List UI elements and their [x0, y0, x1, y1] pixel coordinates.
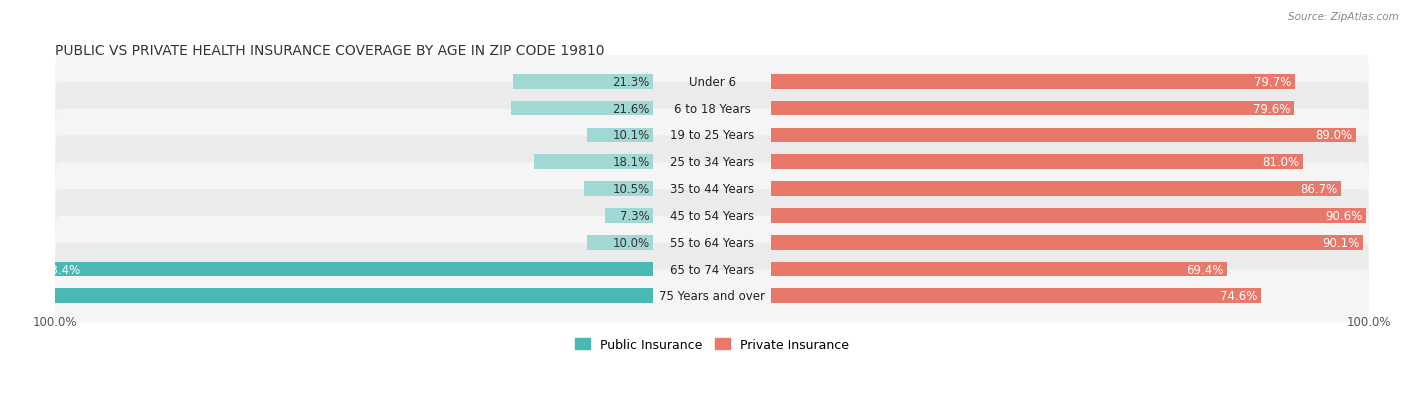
Text: 10.1%: 10.1%: [613, 129, 650, 142]
Bar: [770, 289, 1261, 304]
FancyBboxPatch shape: [55, 56, 1369, 108]
FancyBboxPatch shape: [55, 190, 1369, 242]
Text: 79.7%: 79.7%: [1254, 76, 1291, 88]
Bar: [3, 289, 652, 304]
Text: 74.6%: 74.6%: [1220, 290, 1258, 303]
Text: 69.4%: 69.4%: [1187, 263, 1223, 276]
Text: 55 to 64 Years: 55 to 64 Years: [671, 236, 754, 249]
Text: 10.0%: 10.0%: [613, 236, 650, 249]
Bar: [583, 182, 652, 197]
Bar: [770, 235, 1362, 250]
Bar: [39, 262, 652, 277]
Text: 18.1%: 18.1%: [613, 156, 650, 169]
FancyBboxPatch shape: [55, 83, 1369, 135]
Text: 90.1%: 90.1%: [1322, 236, 1360, 249]
Text: 45 to 54 Years: 45 to 54 Years: [671, 209, 754, 222]
Text: 25 to 34 Years: 25 to 34 Years: [671, 156, 754, 169]
Text: Under 6: Under 6: [689, 76, 735, 88]
Text: 10.5%: 10.5%: [613, 183, 650, 196]
FancyBboxPatch shape: [55, 270, 1369, 323]
Legend: Public Insurance, Private Insurance: Public Insurance, Private Insurance: [569, 333, 853, 356]
Text: 19 to 25 Years: 19 to 25 Years: [669, 129, 754, 142]
Text: 86.7%: 86.7%: [1301, 183, 1337, 196]
Bar: [513, 75, 652, 90]
Bar: [770, 209, 1367, 223]
Text: 7.3%: 7.3%: [620, 209, 650, 222]
FancyBboxPatch shape: [55, 163, 1369, 215]
Text: 75 Years and over: 75 Years and over: [659, 290, 765, 303]
Text: 90.6%: 90.6%: [1326, 209, 1362, 222]
Text: 35 to 44 Years: 35 to 44 Years: [671, 183, 754, 196]
Text: 79.6%: 79.6%: [1253, 102, 1291, 115]
Bar: [534, 155, 652, 170]
Text: 81.0%: 81.0%: [1263, 156, 1299, 169]
Text: PUBLIC VS PRIVATE HEALTH INSURANCE COVERAGE BY AGE IN ZIP CODE 19810: PUBLIC VS PRIVATE HEALTH INSURANCE COVER…: [55, 44, 605, 58]
Text: 6 to 18 Years: 6 to 18 Years: [673, 102, 751, 115]
Bar: [588, 235, 652, 250]
Bar: [586, 128, 652, 143]
FancyBboxPatch shape: [55, 136, 1369, 189]
Bar: [770, 262, 1227, 277]
FancyBboxPatch shape: [55, 243, 1369, 296]
Bar: [770, 155, 1303, 170]
Bar: [510, 102, 652, 116]
Text: 98.9%: 98.9%: [7, 290, 44, 303]
FancyBboxPatch shape: [55, 216, 1369, 269]
Text: 21.6%: 21.6%: [612, 102, 650, 115]
Text: 65 to 74 Years: 65 to 74 Years: [669, 263, 754, 276]
Bar: [770, 102, 1294, 116]
Text: 89.0%: 89.0%: [1315, 129, 1353, 142]
Text: Source: ZipAtlas.com: Source: ZipAtlas.com: [1288, 12, 1399, 22]
Bar: [770, 128, 1355, 143]
Bar: [770, 75, 1295, 90]
Text: 93.4%: 93.4%: [42, 263, 80, 276]
FancyBboxPatch shape: [55, 109, 1369, 162]
Bar: [605, 209, 652, 223]
Text: 21.3%: 21.3%: [613, 76, 650, 88]
Bar: [770, 182, 1340, 197]
